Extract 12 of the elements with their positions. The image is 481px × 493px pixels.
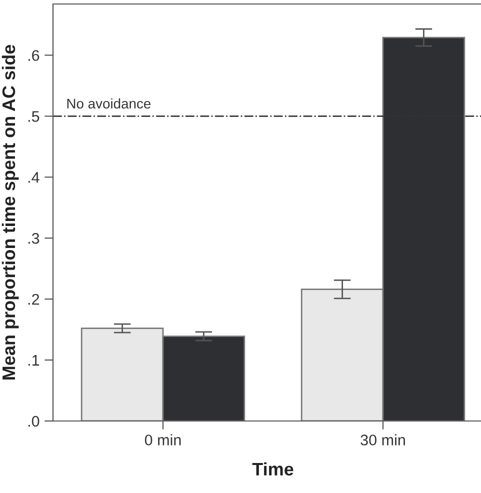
y-tick-label: .2 bbox=[28, 294, 40, 305]
y-tick-label: .4 bbox=[28, 172, 40, 183]
x-axis-title: Time bbox=[252, 462, 294, 476]
y-tick-label: .0 bbox=[28, 416, 40, 427]
y-tick-label: .3 bbox=[28, 232, 40, 244]
y-tick-label: .1 bbox=[28, 355, 40, 366]
y-tick-label: .6 bbox=[28, 50, 40, 61]
x-tick-label: 30 min bbox=[360, 434, 405, 446]
ref-line-label: No avoidance bbox=[67, 98, 151, 109]
y-tick-label: .5 bbox=[28, 111, 40, 122]
y-axis-title: Mean proportion time spent on AC side bbox=[2, 44, 19, 380]
x-tick-label: 0 min bbox=[144, 434, 181, 446]
